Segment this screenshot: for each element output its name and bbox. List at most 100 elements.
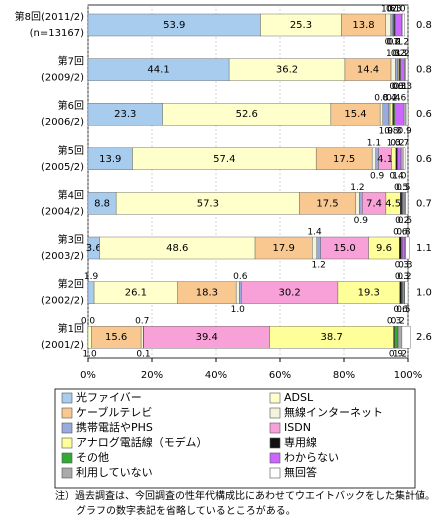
value-label: 0.7: [395, 138, 409, 148]
bar-segment: [400, 192, 403, 215]
value-label: 13.8: [352, 20, 374, 31]
x-tick-label: 40%: [205, 370, 227, 381]
bar-segment: [400, 58, 405, 81]
bar-segment: [395, 13, 402, 37]
category-name: 第6回: [58, 99, 84, 112]
value-label: 0.6: [416, 109, 432, 120]
value-label: 0.2: [395, 38, 409, 48]
plot-area: [87, 4, 409, 359]
category-name: 第2回: [58, 278, 84, 291]
value-label: 0.9: [397, 127, 412, 137]
value-label: 44.1: [147, 65, 169, 76]
bar-segment: [394, 326, 398, 349]
value-label: 0.6: [393, 305, 408, 315]
value-label: 0.1: [393, 82, 407, 92]
value-label: 38.7: [321, 332, 343, 343]
value-label: 0.8: [374, 94, 389, 104]
legend-label: その他: [76, 451, 109, 464]
bar-segment: [397, 147, 402, 171]
x-tick-label: 0%: [80, 370, 96, 381]
value-label: 0.8: [389, 82, 404, 92]
legend-label: 無線インターネット: [284, 405, 383, 419]
value-label: 1.2: [312, 261, 326, 271]
bar-segment: [402, 236, 405, 260]
x-tick-label: 100%: [394, 370, 423, 381]
value-label: 0.3: [393, 49, 407, 59]
value-label: 1.0: [231, 305, 246, 315]
legend-swatch: [269, 422, 281, 434]
category-name: 第7回: [58, 55, 84, 68]
legend-swatch: [61, 407, 73, 419]
value-label: 0.2: [391, 317, 405, 327]
value-label: 15.0: [334, 243, 356, 254]
category-label: 第3回: [58, 233, 84, 246]
value-label: 57.4: [213, 154, 235, 165]
bar-segment: [379, 102, 383, 126]
bar-segment: [399, 236, 402, 260]
value-label: 0.8: [416, 20, 432, 31]
value-label: 0.4: [389, 171, 404, 181]
bar-segment: [405, 192, 409, 215]
legend-label: ケーブルテレビ: [76, 405, 152, 419]
value-label: 15.4: [344, 109, 366, 120]
bar-segment: [402, 281, 405, 304]
value-label: 25.3: [290, 20, 312, 31]
value-label: 0.5: [394, 183, 408, 193]
legend-label: 携帯電話やPHS: [76, 420, 153, 434]
value-label: 2.6: [416, 332, 432, 343]
legend-label: わからない: [284, 451, 339, 464]
note: 注）過去調査は、今回調査の性年代構成比にあわせてウエイトバックをした集計値。: [55, 489, 435, 502]
legend-label: 利用していない: [76, 466, 153, 479]
value-label: 0.7: [416, 198, 432, 209]
value-label: 52.6: [236, 109, 258, 120]
legend-label: 光ファイバー: [76, 390, 142, 404]
bar-segment: [355, 192, 360, 215]
value-label: 0.5: [398, 216, 412, 226]
category-period: (2004/2): [41, 206, 84, 217]
category-label: 第4回: [58, 188, 84, 201]
value-label: 1.0: [82, 350, 97, 360]
bar-segment: [371, 147, 376, 171]
value-label: 1.0: [416, 288, 432, 299]
legend-swatch: [269, 407, 281, 419]
value-label: 0.3: [387, 5, 401, 15]
bar-segment: [316, 236, 321, 260]
sample-size: (n=13167): [30, 28, 84, 39]
value-label: 15.6: [105, 332, 127, 343]
value-label: 7.4: [366, 198, 382, 209]
category-period: (2006/2): [41, 117, 84, 128]
value-label: 9.6: [376, 243, 392, 254]
value-label: 0.4: [386, 94, 401, 104]
bar-segment: [403, 192, 406, 215]
bar-segment: [403, 102, 407, 126]
bar-segment: [405, 58, 409, 81]
category-label: 第6回: [58, 99, 84, 112]
bar-segment: [402, 13, 405, 37]
bar-segment: [140, 326, 144, 349]
value-label: 14.4: [357, 65, 379, 76]
bar-segment: [403, 147, 406, 171]
value-label: 48.6: [166, 243, 188, 254]
value-label: 17.9: [273, 243, 295, 254]
bar-segment: [87, 326, 92, 349]
value-label: 0.3: [392, 82, 406, 92]
bar-segment: [404, 281, 409, 304]
value-label: 0.2: [391, 49, 405, 59]
value-label: 13.9: [99, 154, 121, 165]
category-period: (2009/2): [41, 73, 84, 84]
value-label: 53.9: [163, 20, 185, 31]
value-label: 0.8: [384, 127, 399, 137]
bar-segment: [402, 192, 405, 215]
value-label: 0.1: [386, 5, 400, 15]
category-name: 第3回: [58, 233, 84, 246]
value-label: 8.8: [94, 198, 110, 209]
category-period: (2002/2): [41, 296, 84, 307]
value-label: 0.2: [386, 38, 400, 48]
value-label: 0.6: [233, 272, 248, 282]
value-label: 30.2: [278, 288, 300, 299]
category-name: 第8回: [15, 10, 41, 23]
bar-segment: [399, 281, 402, 304]
value-label: 0.5: [396, 183, 410, 193]
value-label: 0.1: [136, 350, 150, 360]
